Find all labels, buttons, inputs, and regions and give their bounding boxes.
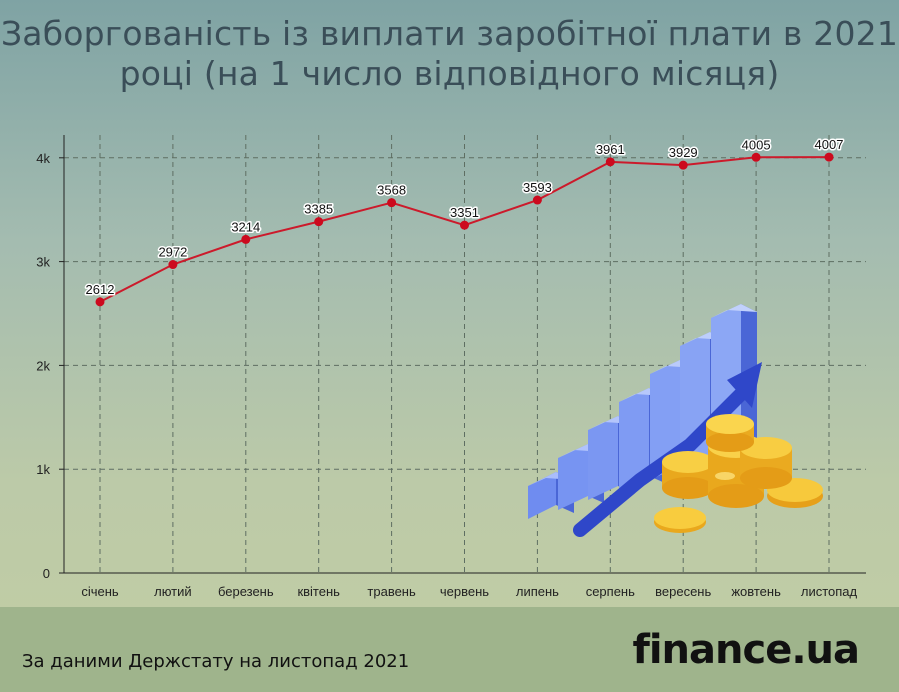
data-point — [751, 152, 761, 162]
grid — [64, 135, 866, 573]
data-point — [824, 152, 834, 162]
axes: 0 1k 2k 3k 4k січень лютий березень квітень траве… — [36, 135, 866, 599]
data-point — [95, 297, 105, 307]
bar-growth-coins-icon — [528, 304, 823, 537]
xtick-label: березень — [218, 584, 274, 599]
data-label: 3385 — [304, 202, 333, 217]
data-label: 3929 — [669, 145, 698, 160]
xtick-label: січень — [81, 584, 119, 599]
chart-title: Заборгованість із виплати заробітної пла… — [0, 14, 899, 93]
data-label: 3214 — [231, 219, 260, 234]
xtick-label: червень — [440, 584, 489, 599]
data-point — [387, 198, 397, 208]
source-note: За даними Держстату на листопад 2021 — [22, 651, 410, 672]
xtick-label: квітень — [297, 584, 340, 599]
ytick-label: 0 — [43, 566, 50, 581]
data-point — [241, 234, 251, 244]
xtick-label: серпень — [586, 584, 635, 599]
data-point — [605, 157, 615, 167]
xtick-label: листопад — [801, 584, 858, 599]
line-chart: 0 1k 2k 3k 4k січень лютий березень квітень траве… — [36, 135, 866, 599]
data-point — [168, 260, 178, 270]
xtick-label: травень — [367, 584, 416, 599]
data-point — [314, 217, 324, 227]
data-point — [532, 195, 542, 205]
data-label: 4005 — [742, 137, 771, 152]
data-label: 4007 — [815, 137, 844, 152]
footer-bar — [0, 607, 899, 692]
xtick-label: жовтень — [731, 584, 781, 599]
ytick-label: 4k — [36, 151, 50, 166]
data-point — [460, 220, 469, 230]
data-point — [678, 160, 688, 170]
xtick-label: вересень — [655, 584, 711, 599]
xtick-label: липень — [516, 584, 559, 599]
data-label: 3961 — [596, 142, 625, 157]
data-label: 3351 — [450, 205, 479, 220]
brand-logo: finance.ua — [632, 627, 860, 673]
series-line: 2612 2972 3214 3385 3568 3351 3593 3961 3929 4005… — [84, 136, 845, 307]
ytick-label: 1k — [36, 462, 50, 477]
data-label: 2612 — [86, 282, 115, 297]
xtick-label: лютий — [154, 584, 192, 599]
ytick-label: 2k — [36, 358, 50, 373]
data-label: 2972 — [158, 245, 187, 260]
data-label: 3593 — [523, 180, 552, 195]
ytick-label: 3k — [36, 255, 50, 270]
data-label: 3568 — [377, 183, 406, 198]
